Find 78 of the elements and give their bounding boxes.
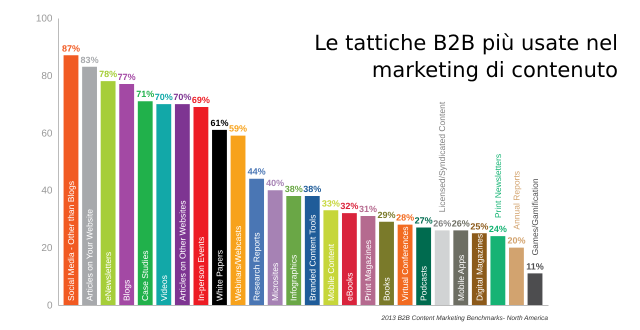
y-tick-label: 100 bbox=[36, 14, 53, 24]
x-tick-label: Print Newsletters bbox=[492, 154, 503, 218]
x-tick-label: Microsites bbox=[270, 262, 280, 301]
x-tick-label: Infographics bbox=[288, 254, 299, 301]
data-label: 33% bbox=[322, 198, 340, 208]
bar bbox=[249, 178, 264, 305]
bar bbox=[230, 136, 246, 305]
bar bbox=[156, 104, 172, 305]
data-label: 40% bbox=[266, 178, 284, 188]
x-tick-label: eBooks bbox=[344, 272, 354, 301]
data-label: 70% bbox=[154, 92, 173, 102]
bar bbox=[528, 273, 542, 305]
x-tick-label: Mobile Apps bbox=[456, 254, 466, 301]
x-tick-label: Blogs bbox=[122, 280, 132, 301]
text: Le tattiche B2B più usate nel marketing di contenuto bbox=[314, 31, 618, 82]
x-tick-label: Games/Gamification bbox=[530, 178, 540, 256]
bar bbox=[268, 190, 283, 305]
data-label: 69% bbox=[192, 94, 210, 105]
y-tick-label: 80 bbox=[41, 70, 53, 82]
data-label: 70% bbox=[173, 92, 192, 102]
bar bbox=[416, 228, 432, 305]
data-label: 71% bbox=[136, 89, 154, 100]
bar bbox=[119, 84, 134, 305]
x-tick-label: White Papers bbox=[214, 250, 224, 301]
x-tick-label: Webinars/Webcasts bbox=[233, 226, 244, 301]
x-tick-label: Virtual Conferences bbox=[400, 226, 410, 301]
data-label: 26% bbox=[452, 218, 470, 228]
data-label: 87% bbox=[62, 43, 80, 54]
data-label: 20% bbox=[507, 236, 526, 246]
data-label: 38% bbox=[303, 184, 322, 194]
bar bbox=[174, 104, 190, 305]
x-tick-label: Digital Magazines bbox=[474, 234, 484, 301]
x-tick-label: Articles on Your Website bbox=[84, 208, 95, 301]
y-tick-label: 0 bbox=[46, 300, 53, 312]
data-label: 28% bbox=[396, 212, 414, 223]
x-tick-label: Articles on Other Websites bbox=[177, 200, 188, 301]
x-tick-label: In-person Events bbox=[196, 236, 206, 301]
data-label: 29% bbox=[378, 210, 396, 220]
data-label: 26% bbox=[433, 218, 452, 228]
bar bbox=[342, 213, 357, 305]
bar bbox=[193, 106, 208, 305]
data-label: 11% bbox=[526, 261, 544, 272]
data-label: 44% bbox=[248, 166, 266, 177]
x-tick-label: Books bbox=[382, 277, 392, 301]
data-label: 61% bbox=[210, 118, 228, 128]
x-tick-label: Research Reports bbox=[252, 232, 262, 301]
bar bbox=[138, 101, 153, 305]
bar bbox=[64, 55, 78, 305]
data-label: 27% bbox=[414, 216, 433, 226]
x-tick-label: Branded Content Tools bbox=[307, 214, 318, 301]
bar bbox=[509, 248, 524, 305]
y-tick-label: 20 bbox=[41, 243, 53, 254]
bar bbox=[379, 222, 394, 305]
y-tick-label: 40 bbox=[41, 186, 53, 197]
x-tick-label: Licensed/Syndicated Content bbox=[437, 101, 448, 212]
data-label: 31% bbox=[358, 204, 377, 214]
bar bbox=[434, 230, 450, 305]
x-tick-label: eNewsletters bbox=[103, 252, 114, 301]
data-label: 24% bbox=[488, 224, 507, 234]
bar bbox=[100, 81, 116, 305]
x-tick-label: Case Studies bbox=[140, 250, 150, 301]
y-tick-label: 60 bbox=[41, 128, 53, 140]
data-label: 25% bbox=[470, 221, 488, 232]
data-label: 83% bbox=[80, 54, 99, 65]
x-tick-label: Mobile Content bbox=[326, 243, 336, 301]
x-tick-label: Annual Reports bbox=[511, 171, 522, 230]
data-label: 32% bbox=[340, 201, 358, 212]
data-label: 78% bbox=[99, 69, 118, 80]
data-label: 38% bbox=[284, 184, 303, 194]
data-label: 59% bbox=[229, 124, 248, 134]
bar bbox=[82, 66, 97, 305]
bar bbox=[490, 236, 506, 305]
x-tick-label: Print Magazines bbox=[362, 240, 373, 301]
x-tick-label: Podcasts bbox=[418, 266, 429, 301]
data-label: 77% bbox=[118, 72, 136, 82]
bar bbox=[212, 130, 227, 305]
x-tick-label: Social Media - Other than Blogs bbox=[66, 180, 76, 301]
x-tick-label: Videos bbox=[158, 275, 169, 301]
